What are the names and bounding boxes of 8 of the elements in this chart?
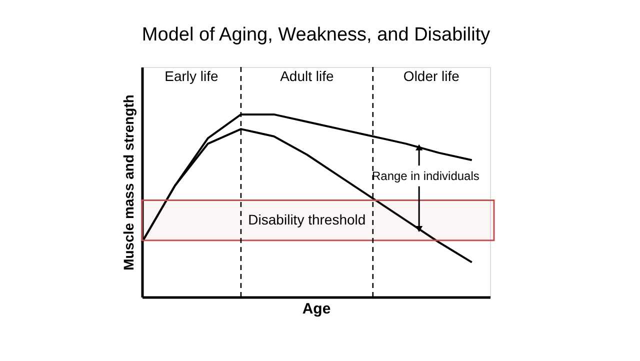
text: Adult life	[280, 68, 334, 84]
y-axis-title: Muscle mass and strength	[120, 94, 136, 270]
text: Older life	[403, 68, 460, 84]
band-label: Disability threshold	[248, 211, 366, 228]
text: Early life	[164, 68, 219, 84]
x-axis-title: Age	[302, 300, 331, 318]
chart-title: Model of Aging, Weakness, and Disability	[142, 24, 491, 46]
annotation: Range in individuals	[372, 168, 480, 183]
